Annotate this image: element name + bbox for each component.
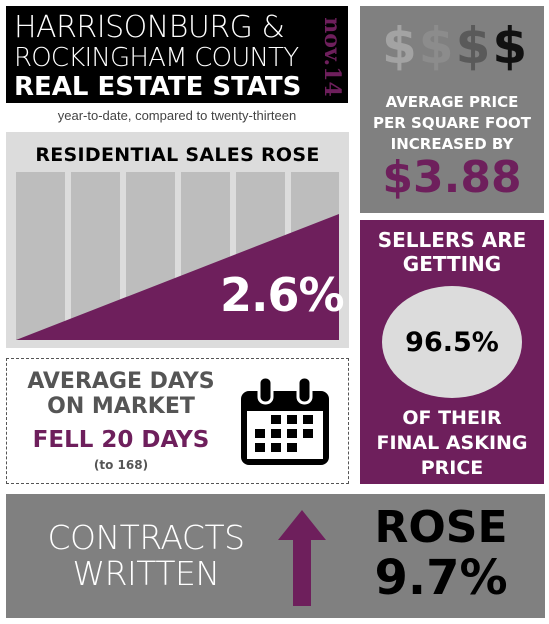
title-line-3: REAL ESTATE STATS [14, 72, 302, 102]
dollar-sign-icon: $ [455, 17, 491, 75]
dollar-sign-icon: $ [492, 17, 528, 75]
title-block: HARRISONBURG & ROCKINGHAM COUNTY REAL ES… [6, 6, 348, 103]
sellers-line-3: OF THEIR [402, 407, 502, 429]
contracts-line-1: CONTRACTS [47, 518, 245, 557]
sellers-line-4: FINAL ASKING [376, 432, 528, 454]
days-line-2: ON MARKET [47, 394, 195, 419]
price-increase-value: $3.88 [382, 152, 522, 203]
contracts-rose-label: ROSE [374, 502, 508, 553]
dollar-sign-icon: $ [418, 17, 454, 75]
sellers-percent-ellipse: 96.5% [382, 286, 522, 398]
sellers-heading: SELLERS ARE GETTING [360, 228, 544, 276]
days-change: FELL 20 DAYS [32, 427, 210, 453]
subtitle: year-to-date, compared to twenty-thirtee… [57, 108, 297, 123]
days-heading: AVERAGE DAYS ON MARKET [7, 369, 235, 419]
dollar-sign-icon: $ [382, 17, 417, 75]
days-on-market-panel: AVERAGE DAYS ON MARKET FELL 20 DAYS (to … [6, 358, 349, 484]
contracts-percent: 9.7% [374, 550, 508, 606]
days-line-1: AVERAGE DAYS [27, 369, 215, 394]
residential-percent: 2.6% [220, 268, 345, 322]
up-arrow-icon [278, 510, 326, 606]
price-line-2: PER SQUARE FOOT [373, 114, 531, 132]
contracts-label: CONTRACTS WRITTEN [26, 520, 266, 592]
price-description: AVERAGE PRICE PER SQUARE FOOT INCREASED … [360, 92, 544, 155]
title-line-1: HARRISONBURG & [14, 10, 285, 45]
sellers-line-2: GETTING [402, 252, 502, 276]
contracts-panel: CONTRACTS WRITTEN ROSE 9.7% [6, 494, 545, 618]
days-note: (to 168) [93, 458, 149, 472]
price-line-3: INCREASED BY [390, 135, 514, 153]
contracts-line-2: WRITTEN [72, 554, 220, 593]
price-line-1: AVERAGE PRICE [385, 93, 519, 111]
sellers-line-5: PRICE [420, 457, 484, 479]
calendar-icon [241, 375, 329, 465]
residential-bar [16, 172, 65, 340]
date-label: nov.14 [316, 14, 348, 100]
sellers-panel: SELLERS ARE GETTING 96.5% OF THEIR FINAL… [360, 220, 544, 484]
residential-heading: RESIDENTIAL SALES ROSE [35, 144, 320, 166]
dollar-sign-row: $ $ $ $ [382, 20, 527, 72]
residential-rise-wedge [16, 214, 339, 340]
price-per-sqft-panel: $ $ $ $ AVERAGE PRICE PER SQUARE FOOT IN… [360, 6, 544, 213]
sellers-percent: 96.5% [405, 326, 499, 358]
residential-sales-panel: RESIDENTIAL SALES ROSE 2.6% [6, 132, 349, 348]
sellers-description: OF THEIR FINAL ASKING PRICE [360, 406, 544, 481]
residential-graphic [16, 172, 339, 340]
date-text: nov.14 [319, 17, 346, 97]
title-line-2: ROCKINGHAM COUNTY [14, 43, 299, 73]
sellers-line-1: SELLERS ARE [377, 228, 527, 252]
